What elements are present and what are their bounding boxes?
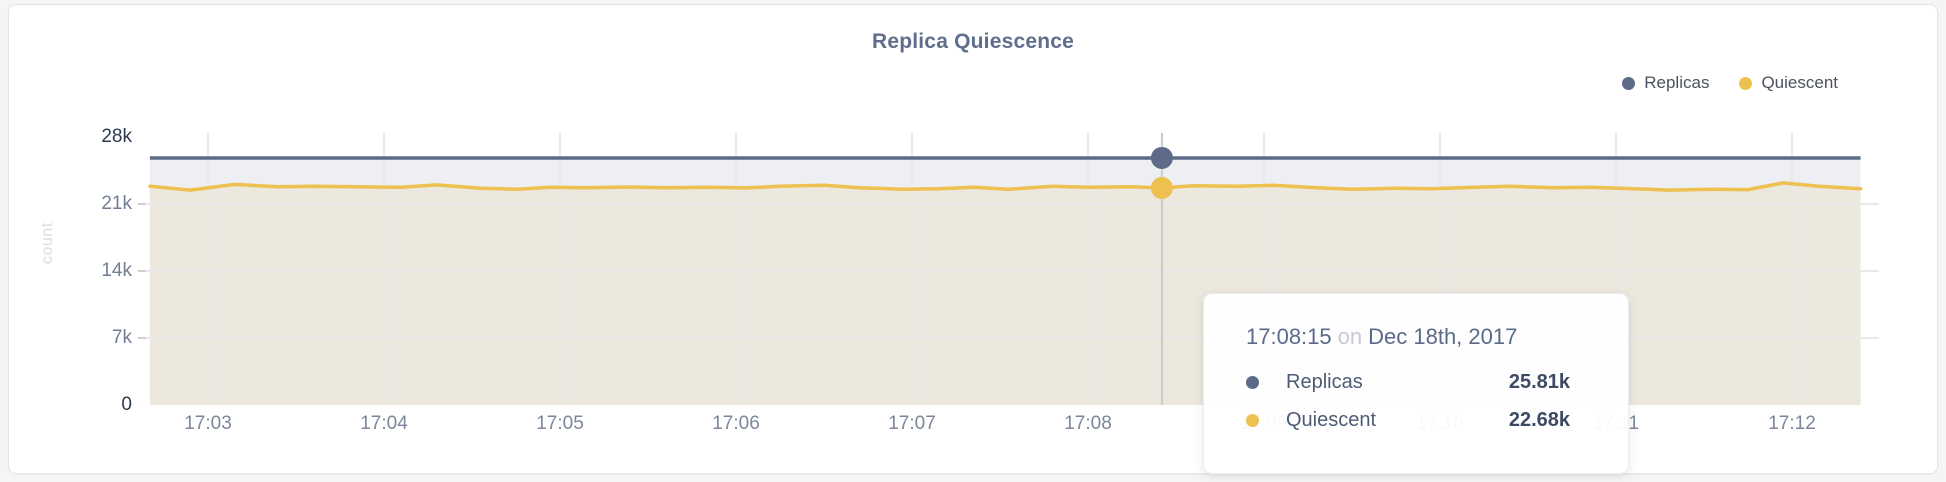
- quiescent-hover-dot: [1150, 176, 1173, 199]
- tooltip-header: 17:08:15 on Dec 18th, 2017: [1246, 324, 1570, 350]
- quiescent-line: [148, 181, 1863, 192]
- chart-title: Replica Quiescence: [871, 30, 1075, 53]
- tooltip-connector: on: [1337, 324, 1363, 349]
- tooltip-replicas-label: Replicas: [1286, 370, 1363, 393]
- tooltip-quiescent-label: Quiescent: [1286, 408, 1377, 431]
- tooltip-time: 17:08:15: [1246, 324, 1332, 349]
- y-axis-label: count: [39, 222, 56, 264]
- chart-legend: Replicas Quiescent: [1622, 73, 1838, 93]
- legend-item-replicas[interactable]: Replicas: [1622, 73, 1709, 93]
- legend-label-replicas: Replicas: [1644, 73, 1710, 92]
- replicas-series-dot-icon: [1246, 375, 1259, 389]
- legend-item-quiescent[interactable]: Quiescent: [1739, 73, 1838, 93]
- quiescent-series-dot-icon: [1246, 413, 1259, 427]
- tooltip-replicas-value: 25.81k: [1508, 370, 1570, 393]
- quiescent-legend-dot-icon: [1739, 76, 1753, 90]
- tooltip-row-replicas: Replicas 25.81k: [1246, 363, 1570, 401]
- legend-label-quiescent: Quiescent: [1761, 73, 1838, 92]
- replicas-hover-dot: [1150, 146, 1173, 169]
- replicas-legend-dot-icon: [1622, 76, 1636, 90]
- tooltip-row-quiescent: Quiescent 22.68k: [1246, 401, 1570, 439]
- tooltip-quiescent-value: 22.68k: [1508, 408, 1570, 431]
- hover-tooltip: 17:08:15 on Dec 18th, 2017 Replicas 25.81k…: [1203, 293, 1629, 474]
- tooltip-date: Dec 18th, 2017: [1368, 324, 1518, 349]
